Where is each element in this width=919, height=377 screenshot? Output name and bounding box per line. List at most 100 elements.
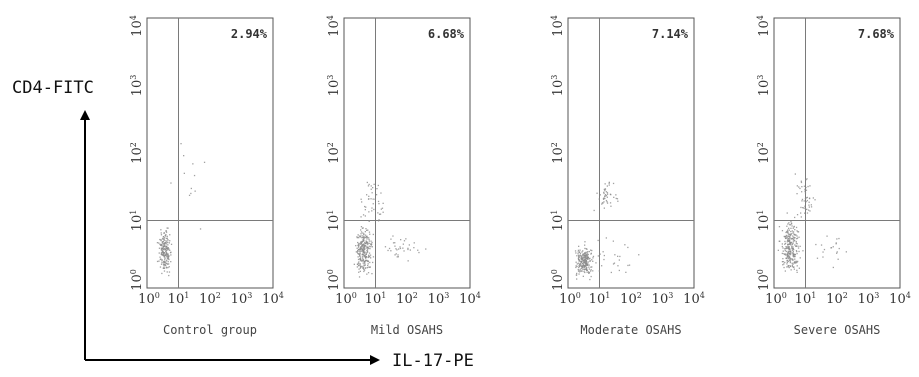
scatter-point [584,256,586,259]
scatter-point [801,200,803,202]
scatter-point [781,243,783,245]
scatter-point [362,262,364,264]
scatter-point [796,185,798,187]
scatter-point [585,259,587,261]
scatter-point [789,257,791,259]
scatter-point [816,257,819,259]
scatter-point [785,257,787,260]
x-tick-label: 104 [889,291,911,307]
scatter-point [367,264,369,267]
scatter-point [822,256,824,258]
scatter-point [792,237,794,239]
scatter-point [355,245,357,247]
scatter-point [396,256,398,258]
scatter-point [360,241,362,243]
scatter-point [797,231,800,233]
scatter-point [836,252,838,254]
scatter-point [170,261,172,263]
scatter-point [381,207,384,209]
scatter-point [357,256,359,258]
scatter-point [782,247,784,249]
scatter-point [409,249,411,251]
scatter-point [366,241,369,244]
scatter-point [584,264,586,267]
scatter-point [796,230,798,232]
scatter-point [165,250,167,253]
scatter-point [167,248,169,250]
scatter-point [163,261,166,264]
scatter-point [584,260,586,262]
scatter-point [582,262,584,265]
scatter-point [603,197,605,199]
scatter-point [793,253,795,255]
scatter-point [792,254,794,256]
scatter-point [812,197,814,199]
scatter-point [838,247,840,250]
scatter-point [361,248,363,250]
scatter-point [791,258,794,260]
y-tick-label: 104 [326,15,342,37]
scatter-point [820,244,823,246]
scatter-point [585,261,588,263]
scatter-point [362,239,364,241]
scatter-point [588,272,590,274]
scatter-point [612,263,615,265]
scatter-point [585,256,587,258]
scatter-point [582,275,584,277]
scatter-point [792,253,794,255]
scatter-point [167,253,169,255]
scatter-point [794,229,796,231]
scatter-point [609,202,612,204]
scatter-point [368,254,370,256]
scatter-point [368,240,370,242]
scatter-point [164,262,167,264]
scatter-point [159,238,161,241]
scatter-point [778,226,781,228]
scatter-point [787,252,789,254]
scatter-point [789,250,791,253]
scatter-point [160,253,163,255]
scatter-point [788,229,790,231]
scatter-point [805,197,807,199]
scatter-point [788,248,790,251]
scatter-point [358,268,360,270]
scatter-point [425,248,427,250]
scatter-point [605,199,608,202]
scatter-point [788,246,790,248]
scatter-point [576,263,578,265]
scatter-point [366,259,368,262]
scatter-point [166,256,168,258]
scatter-point [161,245,163,247]
scatter-point [784,237,787,239]
scatter-point [370,185,372,187]
scatter-point [578,256,580,258]
scatter-point [788,255,790,257]
scatter-point [170,182,172,184]
scatter-point [575,252,577,254]
scatter-point [790,244,792,246]
scatter-point [360,231,363,233]
scatter-point [778,240,780,242]
scatter-point [606,201,608,203]
scatter-point [801,191,803,193]
scatter-point [791,225,793,227]
scatter-point [578,255,580,258]
scatter-point [794,244,796,246]
scatter-point [363,268,365,271]
scatter-point [167,239,169,241]
scatter-point [796,237,799,239]
scatter-point [167,241,169,243]
scatter-point [580,258,582,260]
scatter-point [577,268,579,271]
scatter-point [790,241,792,244]
scatter-point [793,249,795,251]
scatter-point [370,188,372,190]
scatter-point [584,247,586,250]
scatter-point [380,208,382,210]
scatter-point [797,245,799,247]
scatter-point [361,235,363,237]
scatter-point [577,253,579,255]
scatter-point [585,255,587,257]
scatter-point [362,256,364,258]
scatter-point [591,259,593,261]
